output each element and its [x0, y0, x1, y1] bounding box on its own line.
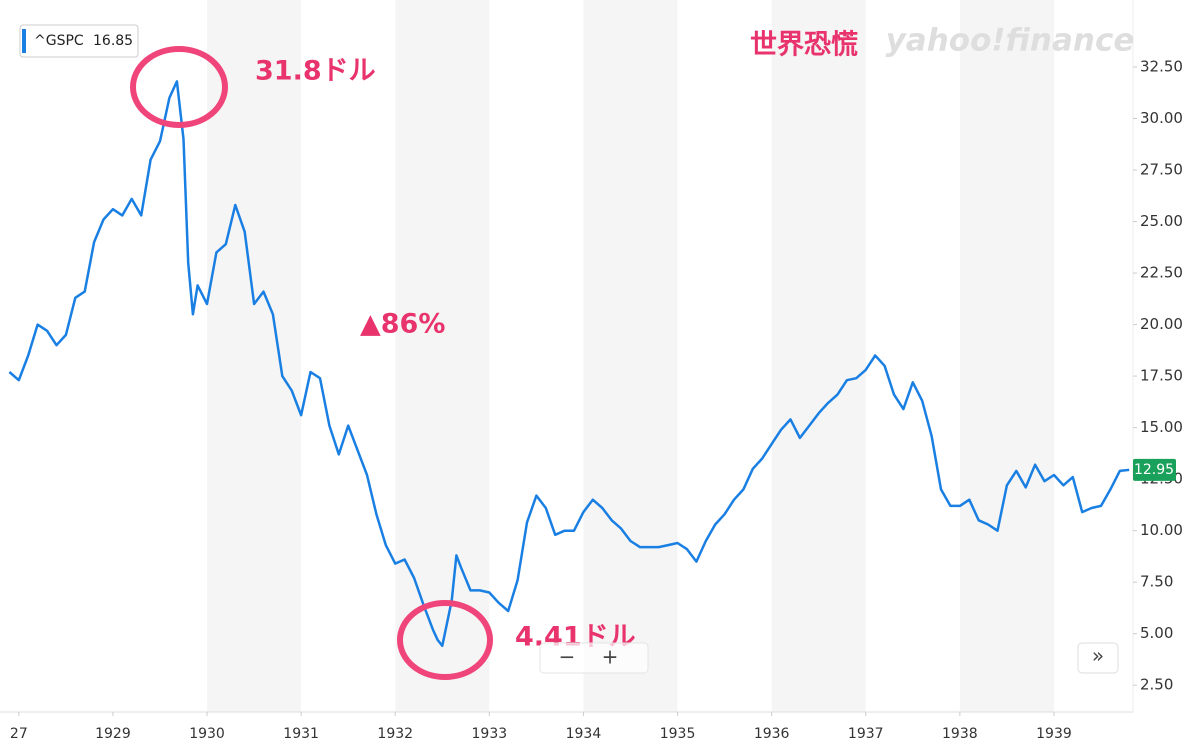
last-price-tag: [1133, 458, 1176, 481]
y-tick-label: 7.50: [1140, 573, 1173, 591]
annotation: 世界恐慌: [750, 30, 858, 61]
last-price-label: 12.95: [1134, 462, 1174, 478]
year-bands: [207, 0, 1054, 712]
scroll-button-label[interactable]: »: [1092, 644, 1104, 668]
x-tick-label: 1937: [848, 726, 884, 742]
price-line: [8, 80, 1130, 648]
x-tick-label: 1935: [660, 726, 696, 742]
y-tick-label: 20.00: [1140, 315, 1183, 333]
plot: [8, 80, 1130, 648]
year-band: [959, 0, 1054, 712]
annotation: ▲86%: [360, 309, 445, 340]
x-tick-label: 1930: [189, 726, 225, 742]
x-tick-label: 1936: [754, 726, 790, 742]
x-tick-label: 1938: [942, 726, 978, 742]
year-band: [583, 0, 678, 712]
y-tick-label: 27.50: [1140, 161, 1183, 179]
scroll-button[interactable]: [1077, 642, 1119, 674]
y-tick-label: 17.50: [1140, 367, 1183, 385]
y-tick-label: 32.50: [1140, 57, 1183, 75]
y-tick-label: 22.50: [1140, 264, 1183, 282]
x-tick-label: 1931: [283, 726, 319, 742]
x-tick-label: 1929: [95, 726, 131, 742]
x-tick-label: 1932: [377, 726, 413, 742]
zoom-out[interactable]: −: [559, 645, 576, 669]
x-tick-label: 1933: [472, 726, 508, 742]
legend-symbol: ^GSPC: [34, 33, 84, 49]
legend-price: 16.85: [93, 33, 133, 49]
x-tick-label: 1939: [1036, 726, 1072, 742]
y-tick-label: 25.00: [1140, 212, 1183, 230]
legend: [19, 24, 139, 58]
zoom-controls: [539, 642, 649, 674]
legend-swatch: [22, 29, 26, 53]
y-tick-label: 2.50: [1140, 676, 1173, 694]
y-tick-label: 10.00: [1140, 521, 1183, 539]
peak-circle: [130, 46, 228, 128]
zoom-in[interactable]: +: [602, 645, 619, 669]
y-tick-label: 30.00: [1140, 109, 1183, 127]
annotation: 31.8ドル: [255, 56, 376, 87]
x-tick-label: 1934: [566, 726, 602, 742]
x-tick-label: 27: [10, 726, 28, 742]
y-tick-label: 5.00: [1140, 624, 1173, 642]
watermark: yahoo!finance: [886, 23, 1135, 59]
year-band: [395, 0, 490, 712]
year-band: [771, 0, 866, 712]
year-band: [207, 0, 302, 712]
y-tick-label: 15.00: [1140, 418, 1183, 436]
bottom-circle: [397, 600, 493, 680]
